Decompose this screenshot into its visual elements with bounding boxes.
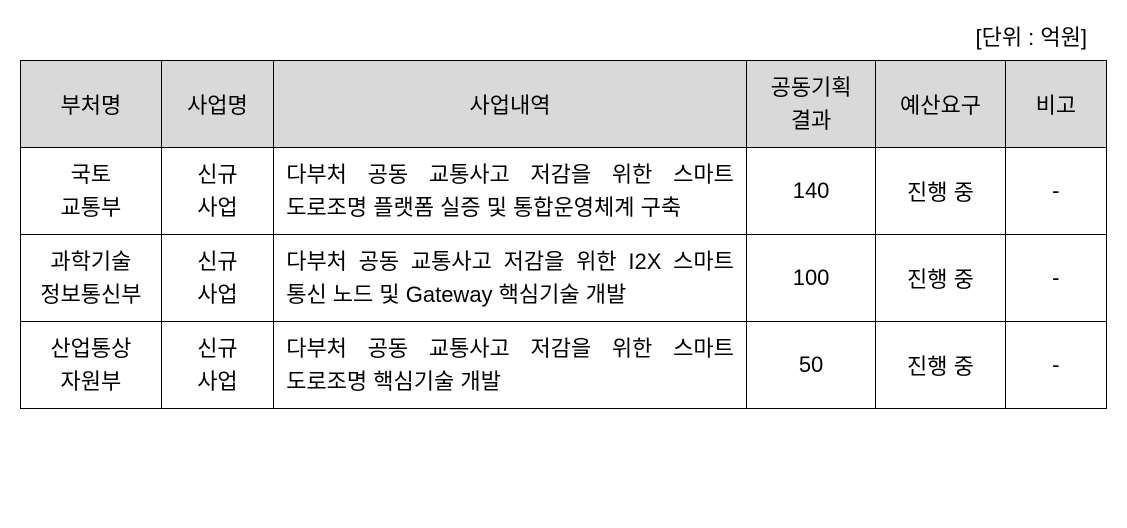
header-budget: 예산요구 [876,61,1005,148]
header-dept: 부처명 [21,61,162,148]
cell-desc: 다부처 공동 교통사고 저감을 위한 스마트 도로조명 핵심기술 개발 [274,322,747,409]
table-row: 산업통상자원부 신규사업 다부처 공동 교통사고 저감을 위한 스마트 도로조명… [21,322,1107,409]
header-proj: 사업명 [161,61,274,148]
header-desc: 사업내역 [274,61,747,148]
table-row: 과학기술정보통신부 신규사업 다부처 공동 교통사고 저감을 위한 I2X 스마… [21,235,1107,322]
budget-table: 부처명 사업명 사업내역 공동기획결과 예산요구 비고 국토교통부 신규사업 다… [20,60,1107,409]
table-row: 국토교통부 신규사업 다부처 공동 교통사고 저감을 위한 스마트 도로조명 플… [21,148,1107,235]
cell-result: 100 [746,235,875,322]
cell-dept: 산업통상자원부 [21,322,162,409]
cell-budget: 진행 중 [876,235,1005,322]
header-note: 비고 [1005,61,1106,148]
unit-label: [단위 : 억원] [20,20,1107,52]
cell-result: 140 [746,148,875,235]
cell-proj: 신규사업 [161,148,274,235]
cell-desc: 다부처 공동 교통사고 저감을 위한 스마트 도로조명 플랫폼 실증 및 통합운… [274,148,747,235]
table-body: 국토교통부 신규사업 다부처 공동 교통사고 저감을 위한 스마트 도로조명 플… [21,148,1107,409]
cell-budget: 진행 중 [876,148,1005,235]
header-result: 공동기획결과 [746,61,875,148]
cell-result: 50 [746,322,875,409]
cell-proj: 신규사업 [161,322,274,409]
cell-proj: 신규사업 [161,235,274,322]
cell-dept: 국토교통부 [21,148,162,235]
cell-note: - [1005,322,1106,409]
table-header: 부처명 사업명 사업내역 공동기획결과 예산요구 비고 [21,61,1107,148]
header-row: 부처명 사업명 사업내역 공동기획결과 예산요구 비고 [21,61,1107,148]
cell-dept: 과학기술정보통신부 [21,235,162,322]
cell-note: - [1005,235,1106,322]
cell-budget: 진행 중 [876,322,1005,409]
cell-note: - [1005,148,1106,235]
cell-desc: 다부처 공동 교통사고 저감을 위한 I2X 스마트 통신 노드 및 Gatew… [274,235,747,322]
